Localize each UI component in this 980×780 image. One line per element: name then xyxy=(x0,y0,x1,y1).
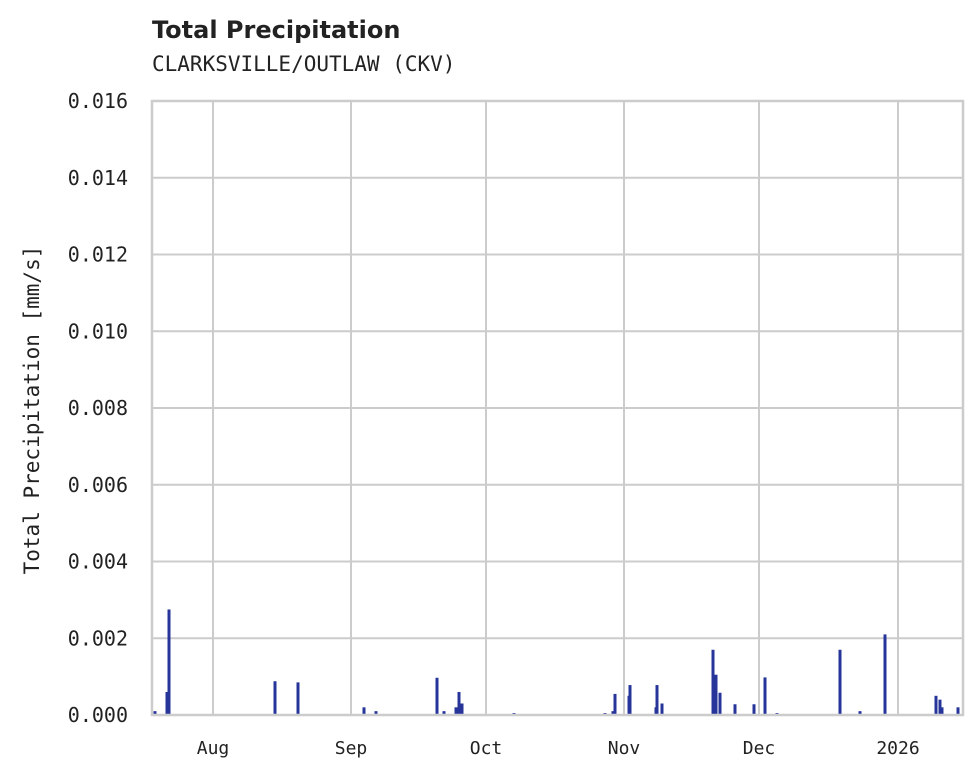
x-tick-label: 2026 xyxy=(876,738,919,759)
y-tick-label: 0.016 xyxy=(68,89,128,113)
precip-bar xyxy=(660,703,664,715)
x-tick-label: Aug xyxy=(197,738,230,759)
precip-bar xyxy=(374,711,378,715)
precip-bar xyxy=(628,685,632,715)
precip-bar xyxy=(167,609,171,715)
y-tick-label: 0.004 xyxy=(68,550,128,574)
y-tick-label: 0.006 xyxy=(68,473,128,497)
precip-bar xyxy=(940,707,944,715)
precip-bar xyxy=(714,674,718,715)
precip-bar xyxy=(273,681,277,715)
y-tick-label: 0.014 xyxy=(68,166,128,190)
y-tick-label: 0.012 xyxy=(68,243,128,267)
precip-bar xyxy=(711,649,715,715)
precip-bar xyxy=(752,704,756,715)
precip-bar xyxy=(165,691,169,715)
precipitation-bars xyxy=(153,609,960,715)
y-axis-ticks: 0.000 0.002 0.004 0.006 0.008 0.010 0.012 0.014… xyxy=(68,89,128,727)
y-tick-label: 0.002 xyxy=(68,626,128,650)
precip-bar xyxy=(613,693,617,715)
precip-bar xyxy=(435,677,439,715)
precip-bar xyxy=(718,692,722,715)
precip-bar xyxy=(611,711,615,715)
precip-bar xyxy=(934,695,938,715)
precip-bar xyxy=(442,711,446,715)
precip-bar xyxy=(763,677,767,715)
x-tick-label: Dec xyxy=(743,738,776,759)
precip-bar xyxy=(838,649,842,715)
x-tick-label: Nov xyxy=(608,738,641,759)
chart-title: Total Precipitation xyxy=(152,16,401,44)
precip-bar xyxy=(655,685,659,715)
precip-bar xyxy=(296,682,300,715)
precip-bar xyxy=(362,707,366,715)
precip-bar xyxy=(938,699,942,715)
y-tick-label: 0.000 xyxy=(68,703,128,727)
precip-bar xyxy=(733,704,737,715)
y-tick-label: 0.010 xyxy=(68,319,128,343)
y-tick-label: 0.008 xyxy=(68,396,128,420)
precip-bar xyxy=(454,707,458,715)
gridlines xyxy=(152,100,963,716)
precip-bar xyxy=(457,691,461,715)
x-tick-label: Oct xyxy=(470,738,503,759)
precip-bar xyxy=(956,707,960,715)
x-tick-label: Sep xyxy=(335,738,368,759)
precip-bar xyxy=(883,634,887,715)
plot-frame xyxy=(150,99,965,717)
precip-bar xyxy=(460,703,464,715)
chart-subtitle: CLARKSVILLE/OUTLAW (CKV) xyxy=(152,52,456,76)
precip-bar xyxy=(858,711,862,715)
precip-bar xyxy=(153,711,157,715)
x-axis-ticks: Aug Sep Oct Nov Dec 2026 xyxy=(197,738,920,759)
